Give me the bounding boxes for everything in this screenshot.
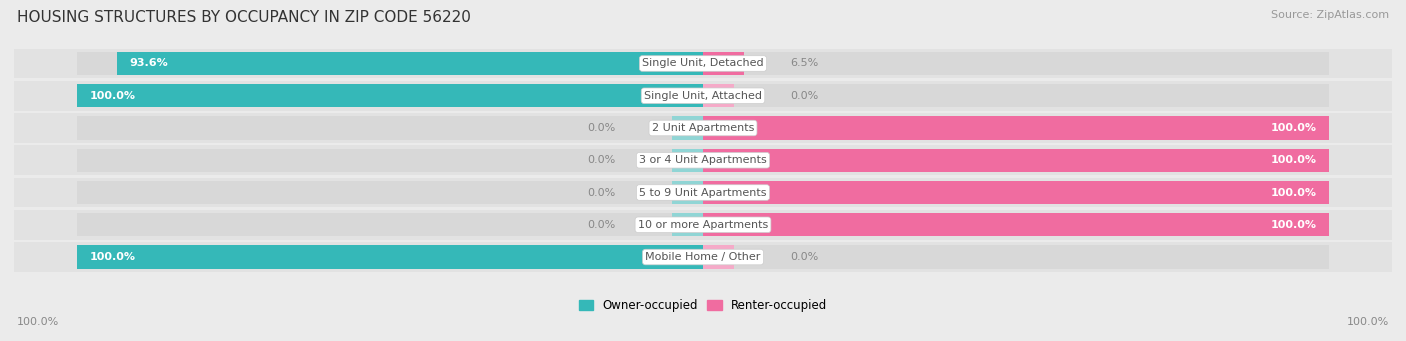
Bar xyxy=(703,246,734,269)
Text: Single Unit, Attached: Single Unit, Attached xyxy=(644,91,762,101)
Bar xyxy=(77,246,703,269)
Bar xyxy=(672,116,703,139)
Legend: Owner-occupied, Renter-occupied: Owner-occupied, Renter-occupied xyxy=(574,294,832,317)
Bar xyxy=(14,178,1392,207)
Bar xyxy=(14,113,1392,143)
Text: 0.0%: 0.0% xyxy=(588,188,616,197)
Text: 100.0%: 100.0% xyxy=(17,317,59,327)
Bar xyxy=(703,213,1329,236)
Text: 6.5%: 6.5% xyxy=(790,59,818,69)
Text: Mobile Home / Other: Mobile Home / Other xyxy=(645,252,761,262)
Bar xyxy=(672,213,703,236)
Bar xyxy=(703,52,744,75)
Bar xyxy=(77,149,703,172)
Bar xyxy=(703,213,1329,236)
Bar xyxy=(77,181,703,204)
Text: 3 or 4 Unit Apartments: 3 or 4 Unit Apartments xyxy=(640,155,766,165)
Text: 0.0%: 0.0% xyxy=(790,252,818,262)
Bar xyxy=(703,149,1329,172)
Bar xyxy=(77,246,703,269)
Bar xyxy=(703,181,1329,204)
Text: 0.0%: 0.0% xyxy=(588,155,616,165)
Bar xyxy=(703,84,1329,107)
Text: 93.6%: 93.6% xyxy=(129,59,169,69)
Bar xyxy=(14,49,1392,78)
Text: 100.0%: 100.0% xyxy=(1271,220,1317,230)
Text: 100.0%: 100.0% xyxy=(1271,188,1317,197)
Bar xyxy=(703,52,1329,75)
Bar xyxy=(117,52,703,75)
Text: 0.0%: 0.0% xyxy=(588,123,616,133)
Text: 100.0%: 100.0% xyxy=(1271,155,1317,165)
Text: 100.0%: 100.0% xyxy=(1347,317,1389,327)
Bar xyxy=(703,246,1329,269)
Bar xyxy=(14,81,1392,110)
Text: 0.0%: 0.0% xyxy=(588,220,616,230)
Bar xyxy=(14,210,1392,240)
Bar xyxy=(77,84,703,107)
Text: HOUSING STRUCTURES BY OCCUPANCY IN ZIP CODE 56220: HOUSING STRUCTURES BY OCCUPANCY IN ZIP C… xyxy=(17,10,471,25)
Bar xyxy=(703,116,1329,139)
Bar xyxy=(703,181,1329,204)
Bar xyxy=(77,84,703,107)
Bar xyxy=(14,242,1392,272)
Bar xyxy=(672,181,703,204)
Text: 10 or more Apartments: 10 or more Apartments xyxy=(638,220,768,230)
Bar xyxy=(703,116,1329,139)
Text: 5 to 9 Unit Apartments: 5 to 9 Unit Apartments xyxy=(640,188,766,197)
Bar xyxy=(703,149,1329,172)
Text: 100.0%: 100.0% xyxy=(89,252,135,262)
Bar xyxy=(77,213,703,236)
Text: 2 Unit Apartments: 2 Unit Apartments xyxy=(652,123,754,133)
Bar xyxy=(672,149,703,172)
Text: Single Unit, Detached: Single Unit, Detached xyxy=(643,59,763,69)
Bar xyxy=(14,145,1392,175)
Bar xyxy=(77,52,703,75)
Text: 100.0%: 100.0% xyxy=(89,91,135,101)
Text: Source: ZipAtlas.com: Source: ZipAtlas.com xyxy=(1271,10,1389,20)
Bar xyxy=(77,116,703,139)
Text: 100.0%: 100.0% xyxy=(1271,123,1317,133)
Bar xyxy=(703,84,734,107)
Text: 0.0%: 0.0% xyxy=(790,91,818,101)
